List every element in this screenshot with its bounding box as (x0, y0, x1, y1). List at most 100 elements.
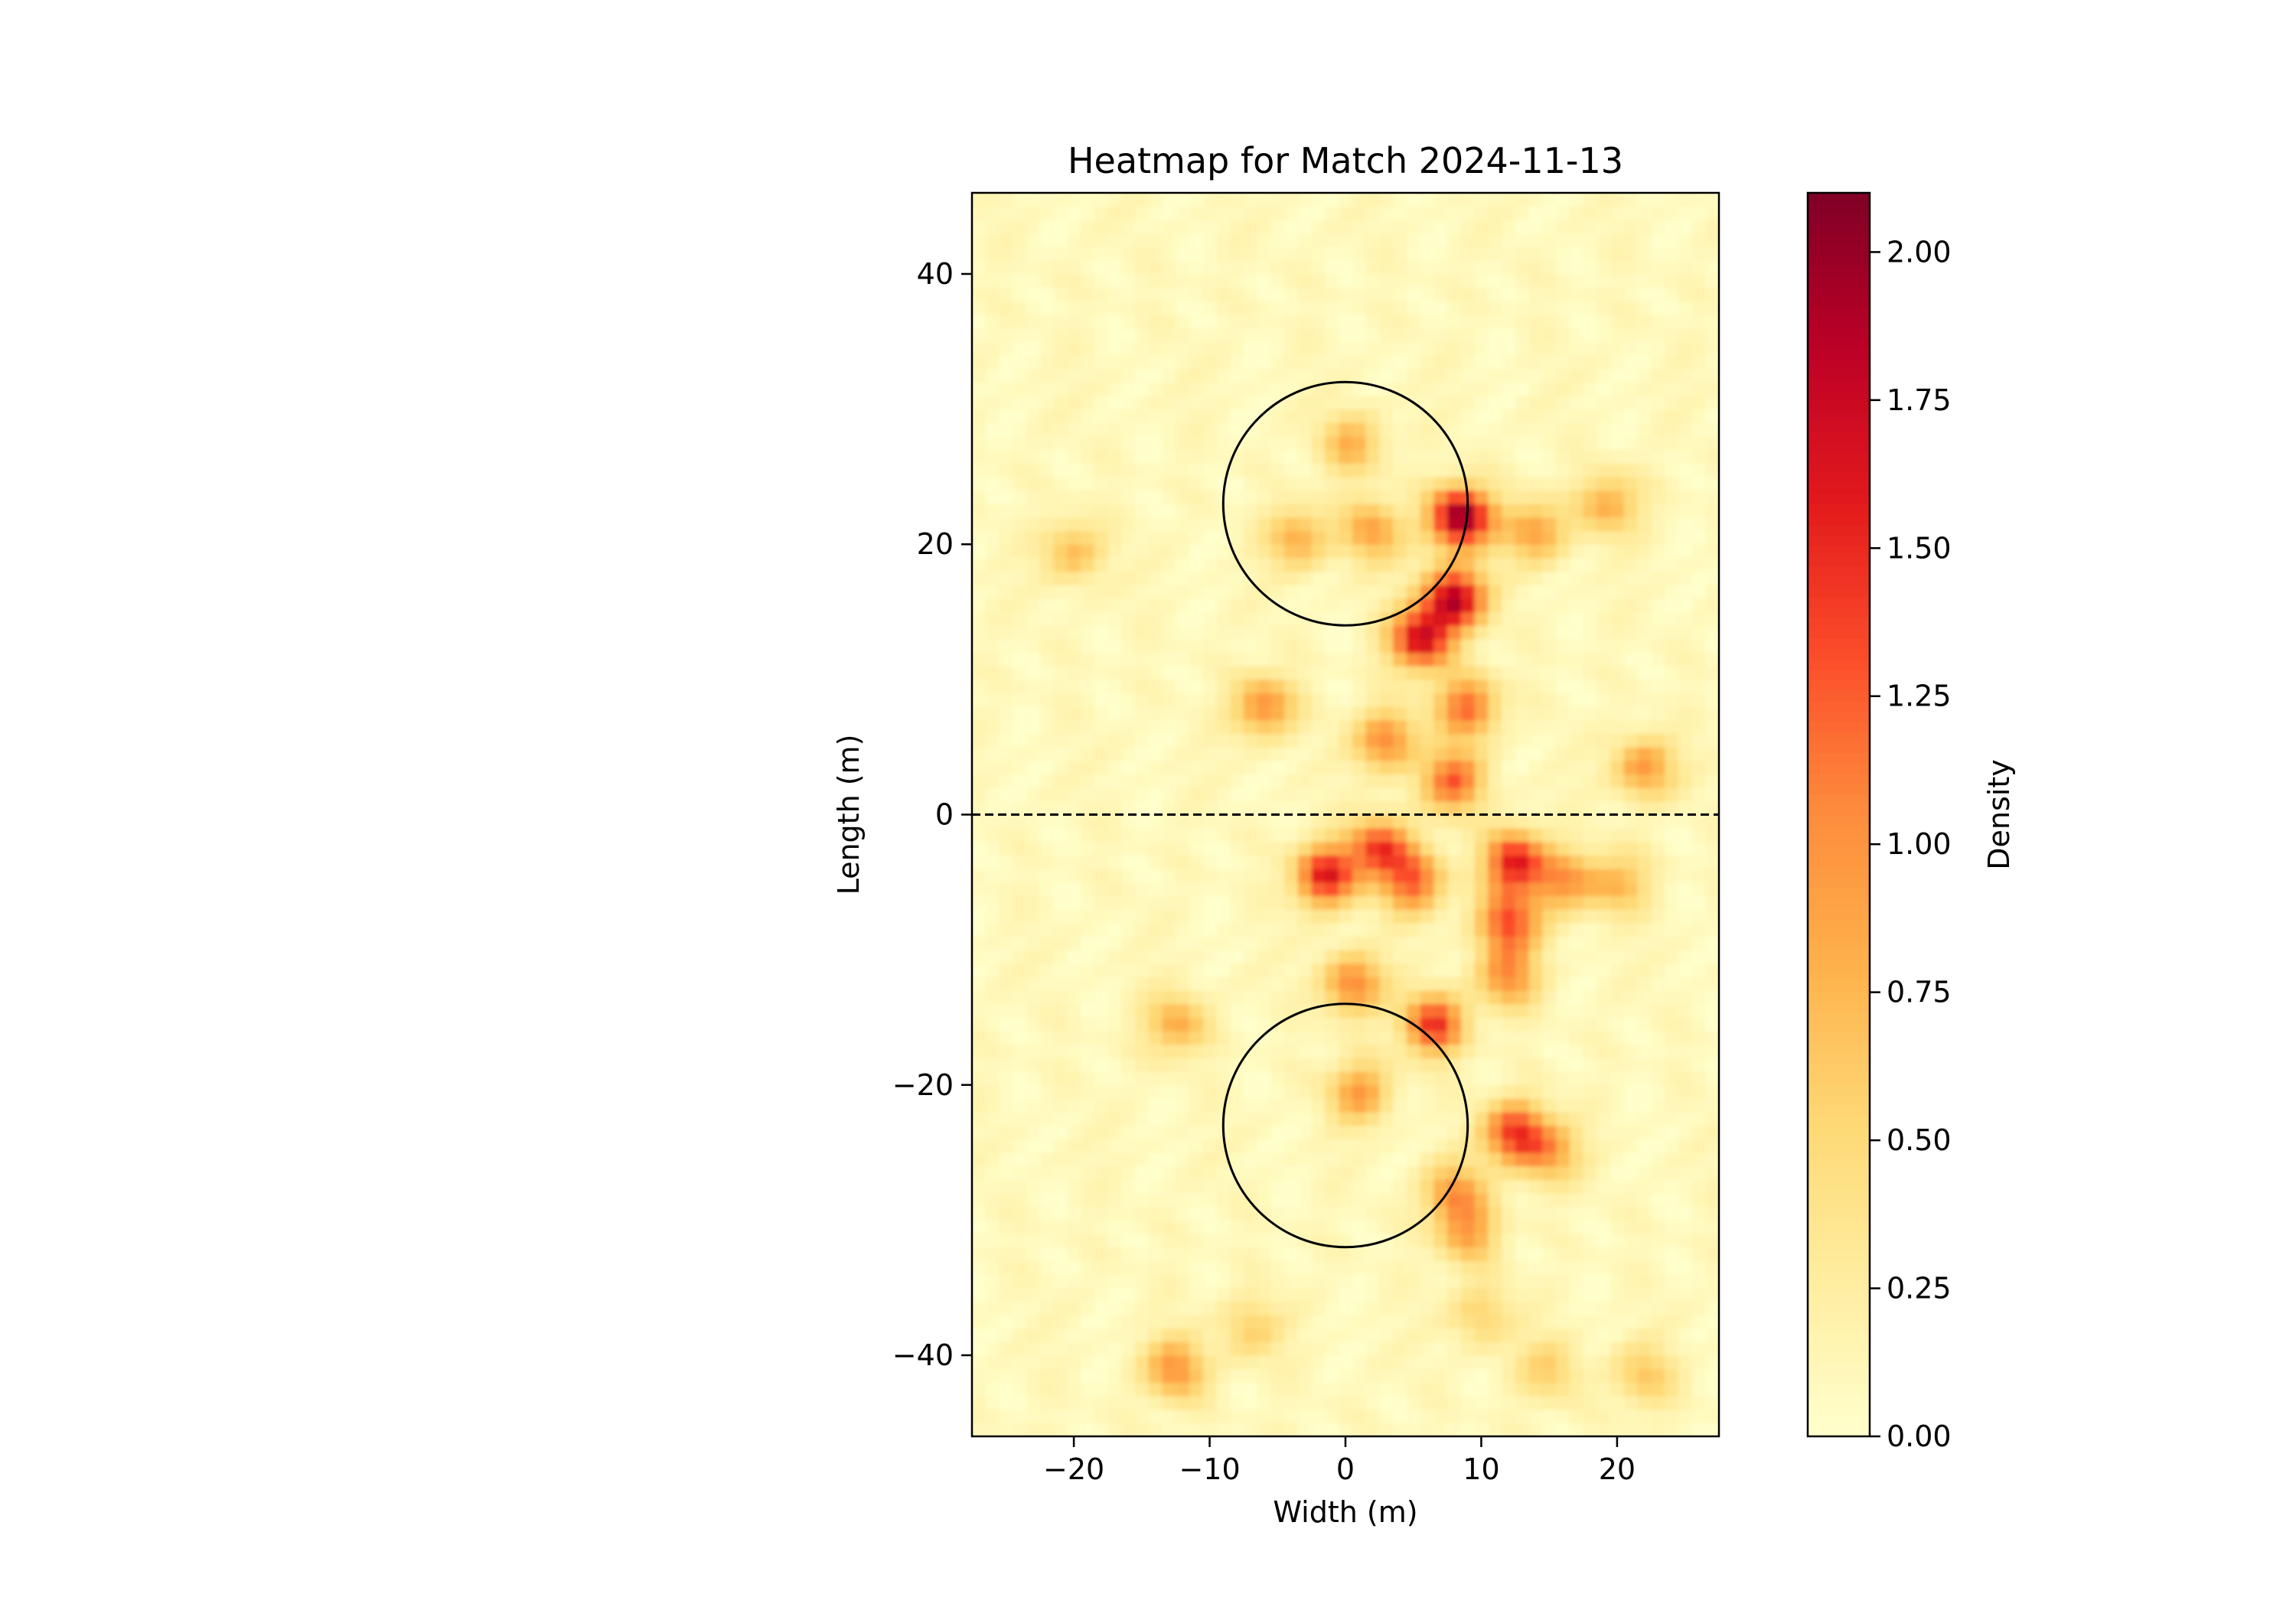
heatmap-cell (1107, 774, 1122, 788)
heatmap-cell (1352, 449, 1367, 464)
heatmap-cell (1243, 1355, 1258, 1370)
heatmap-cell (1474, 747, 1489, 761)
heatmap-cell (1107, 760, 1122, 775)
heatmap-cell (1651, 1071, 1665, 1086)
heatmap-cell (1067, 787, 1081, 802)
heatmap-cell (1488, 855, 1502, 869)
heatmap-cell (1447, 814, 1462, 829)
heatmap-cell (1678, 1247, 1693, 1261)
heatmap-cell (1325, 733, 1339, 748)
colorbar-segment (1808, 337, 1870, 349)
heatmap-cell (999, 869, 1013, 883)
heatmap-cell (1420, 395, 1434, 410)
heatmap-cell (1623, 922, 1639, 937)
heatmap-cell (1297, 273, 1313, 288)
heatmap-cell (1067, 719, 1081, 735)
heatmap-cell (1460, 422, 1476, 437)
heatmap-cell (1067, 490, 1081, 504)
heatmap-cell (1528, 869, 1543, 883)
heatmap-cell (1596, 571, 1611, 585)
heatmap-cell (1502, 530, 1516, 545)
heatmap-cell (985, 273, 1000, 288)
heatmap-cell (1420, 206, 1434, 220)
heatmap-cell (1406, 504, 1421, 518)
heatmap-cell (1243, 1058, 1258, 1072)
heatmap-cell (999, 571, 1013, 585)
heatmap-cell (1039, 571, 1055, 585)
heatmap-cell (1311, 666, 1326, 680)
heatmap-cell (1433, 368, 1448, 383)
heatmap-cell (999, 287, 1013, 302)
heatmap-cell (1556, 395, 1570, 410)
heatmap-cell (1569, 828, 1584, 843)
heatmap-cell (1705, 544, 1719, 559)
heatmap-cell (1474, 1112, 1489, 1126)
heatmap-cell (1379, 963, 1394, 978)
heatmap-cell (1474, 774, 1489, 788)
heatmap-cell (1502, 1260, 1516, 1275)
heatmap-cell (1284, 1396, 1299, 1410)
heatmap-cell (1420, 733, 1434, 748)
heatmap-cell (1257, 449, 1271, 464)
colorbar-segment (1808, 680, 1870, 691)
colorbar-segment (1808, 390, 1870, 401)
heatmap-cell (1515, 706, 1530, 721)
heatmap-cell (1474, 652, 1489, 667)
heatmap-cell (1026, 936, 1041, 950)
heatmap-cell (1651, 787, 1665, 802)
heatmap-cell (1460, 882, 1476, 897)
heatmap-cell (1311, 841, 1326, 856)
heatmap-cell (1488, 206, 1502, 220)
heatmap-cell (1691, 841, 1706, 856)
heatmap-cell (1365, 882, 1380, 897)
heatmap-cell (1176, 1165, 1190, 1181)
heatmap-cell (1325, 463, 1339, 478)
heatmap-cell (1325, 760, 1339, 775)
heatmap-cell (1297, 1220, 1313, 1234)
heatmap-cell (1013, 530, 1027, 545)
heatmap-cell (1678, 1382, 1693, 1397)
heatmap-cell (1583, 774, 1597, 788)
heatmap-cell (1053, 922, 1068, 937)
heatmap-cell (1284, 1409, 1299, 1423)
heatmap-cell (1420, 787, 1434, 802)
heatmap-cell (1352, 1179, 1367, 1194)
heatmap-cell (1691, 1044, 1706, 1059)
heatmap-cell (1610, 1368, 1625, 1383)
heatmap-cell (1189, 774, 1204, 788)
heatmap-cell (1352, 585, 1367, 599)
heatmap-cell (1420, 1328, 1434, 1342)
heatmap-cell (985, 1206, 1000, 1221)
heatmap-cell (1433, 693, 1448, 707)
heatmap-cell (1053, 504, 1068, 518)
heatmap-cell (999, 909, 1013, 924)
heatmap-cell (1691, 1260, 1706, 1275)
heatmap-cell (985, 922, 1000, 937)
heatmap-cell (1297, 409, 1313, 423)
heatmap-cell (1569, 774, 1584, 788)
heatmap-cell (1176, 1112, 1190, 1126)
heatmap-cell (972, 1396, 987, 1410)
heatmap-cell (1107, 246, 1122, 261)
heatmap-cell (1230, 328, 1244, 342)
heatmap-cell (1542, 1368, 1557, 1383)
heatmap-cell (1134, 666, 1150, 680)
heatmap-cell (1596, 273, 1611, 288)
heatmap-cell (1297, 909, 1313, 924)
heatmap-cell (1270, 1234, 1285, 1248)
heatmap-cell (1623, 530, 1639, 545)
heatmap-cell (1148, 530, 1163, 545)
heatmap-cell (985, 598, 1000, 613)
heatmap-cell (1528, 1382, 1543, 1397)
heatmap-cell (1651, 395, 1665, 410)
heatmap-cell (1460, 990, 1476, 1005)
heatmap-cell (1447, 666, 1462, 680)
heatmap-cell (1502, 1179, 1516, 1194)
heatmap-cell (1352, 652, 1367, 667)
heatmap-cell (1080, 706, 1095, 721)
heatmap-cell (1651, 760, 1665, 775)
heatmap-cell (1460, 476, 1476, 491)
heatmap-cell (1080, 1355, 1095, 1370)
colorbar-segment (1808, 648, 1870, 660)
heatmap-cell (1365, 950, 1380, 964)
